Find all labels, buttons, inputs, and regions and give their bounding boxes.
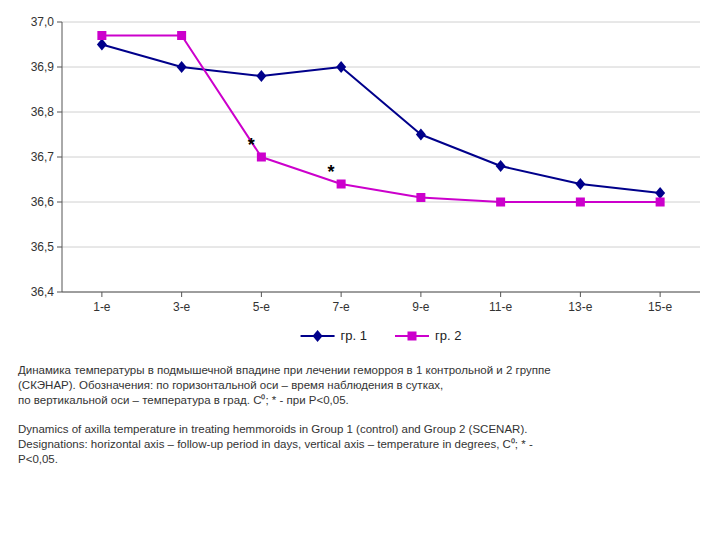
legend-item: гр. 2 (395, 328, 461, 343)
x-tick (660, 292, 661, 297)
marker (416, 129, 426, 141)
legend-marker (313, 330, 323, 342)
chart: 36,4 36,5 36,6 36,7 36,8 36,9 37,0 1-е 3-е 5-е 7-е… (0, 0, 720, 540)
x-tick-label: 13-е (568, 300, 592, 314)
grid-line (62, 22, 700, 23)
x-tick (500, 292, 501, 297)
marker (177, 61, 187, 73)
legend-marker (408, 332, 417, 341)
marker (576, 198, 585, 207)
y-tick (57, 22, 62, 23)
y-tick (57, 112, 62, 113)
legend-label: гр. 1 (341, 328, 367, 343)
x-tick (341, 292, 342, 297)
marker (256, 70, 266, 82)
x-tick-label: 5-е (253, 300, 271, 314)
marker (496, 160, 506, 172)
x-tick-label: 1-е (93, 300, 111, 314)
y-tick-label: 36,6 (31, 195, 55, 209)
y-axis: 36,4 36,5 36,6 36,7 36,8 36,9 37,0 (31, 15, 700, 299)
marker (575, 178, 585, 190)
grid-line (62, 247, 700, 248)
x-tick-label: 7-е (332, 300, 350, 314)
marker (337, 180, 346, 189)
x-tick (580, 292, 581, 297)
y-tick-label: 36,4 (31, 285, 55, 299)
marker (416, 193, 425, 202)
y-tick-label: 36,5 (31, 240, 55, 254)
legend-label: гр. 2 (435, 328, 461, 343)
marker (655, 187, 665, 199)
marker (496, 198, 505, 207)
x-tick (420, 292, 421, 297)
x-tick-label: 9-е (412, 300, 430, 314)
x-tick-label: 3-е (173, 300, 191, 314)
x-tick (101, 292, 102, 297)
plot-area (62, 22, 700, 292)
line (102, 36, 660, 203)
y-tick (57, 292, 62, 293)
grid-line (62, 67, 700, 68)
annotation: * (328, 162, 335, 182)
y-tick (57, 202, 62, 203)
x-axis-line (62, 292, 700, 293)
caption: Dynamics of axilla temperature in treati… (18, 423, 533, 465)
x-axis: 1-е 3-е 5-е 7-е 9-е 11-е 13-е 15-е (93, 292, 672, 314)
grid-line (62, 112, 700, 113)
marker (97, 39, 107, 51)
legend: гр. 1 гр. 2 (301, 328, 462, 343)
marker (177, 31, 186, 40)
marker (97, 31, 106, 40)
grid-line (62, 157, 700, 158)
x-tick-label: 11-е (489, 300, 512, 314)
caption: Динамика температуры в подмышечной впади… (18, 364, 551, 406)
x-tick (261, 292, 262, 297)
marker (656, 198, 665, 207)
series (97, 31, 664, 207)
line (102, 45, 660, 194)
y-tick-label: 36,8 (31, 105, 55, 119)
marker (336, 61, 346, 73)
x-tick-label: 15-е (648, 300, 672, 314)
marker (257, 153, 266, 162)
series-layer (97, 31, 665, 207)
grid-line (62, 292, 700, 293)
legend-item: гр. 1 (301, 328, 367, 343)
series (97, 39, 665, 200)
y-tick (57, 67, 62, 68)
y-tick-label: 36,7 (31, 150, 55, 164)
annotation: * (248, 135, 255, 155)
y-tick-label: 36,9 (31, 60, 55, 74)
y-tick (57, 247, 62, 248)
x-tick (181, 292, 182, 297)
y-tick-label: 37,0 (31, 15, 55, 29)
y-axis-line (62, 22, 63, 292)
y-tick (57, 157, 62, 158)
